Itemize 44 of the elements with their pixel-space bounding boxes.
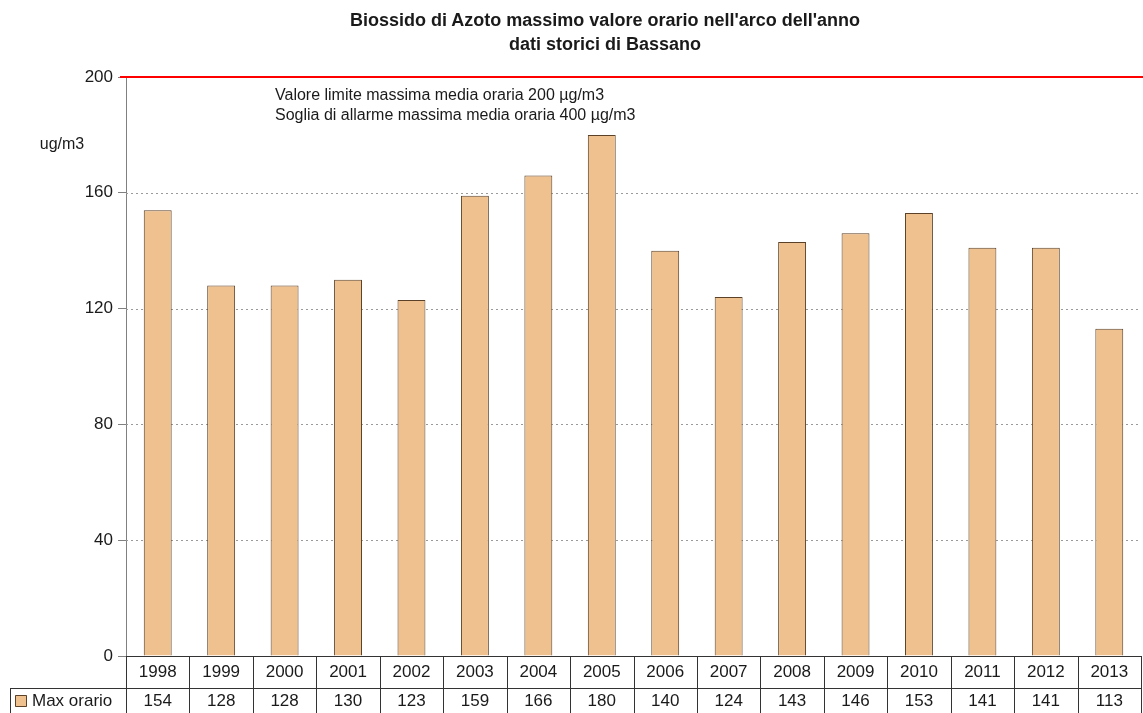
- y-tick-label: 80: [94, 414, 113, 434]
- y-tick-label: 120: [84, 298, 113, 318]
- y-tick-label: 40: [94, 529, 113, 549]
- x-tick-label: 2008: [773, 661, 812, 681]
- chart-title: Biossido di Azoto massimo valore orario nell'arco dell'anno: [349, 9, 861, 30]
- x-tick-label: 2009: [836, 661, 875, 681]
- x-tick-label: 2013: [1090, 661, 1129, 681]
- y-axis-title: ug/m3: [39, 135, 85, 153]
- data-label: 154: [143, 690, 172, 710]
- data-label: 166: [524, 690, 553, 710]
- x-tick-label: 2004: [519, 661, 558, 681]
- annotation: Soglia di allarme massima media oraria 400 µg/m3: [275, 106, 636, 124]
- x-tick-label: 1998: [138, 661, 177, 681]
- data-label: 146: [841, 690, 870, 710]
- data-label: 130: [333, 690, 363, 710]
- data-label: 124: [714, 690, 743, 710]
- data-label: 128: [270, 690, 299, 710]
- x-tick-label: 2002: [392, 661, 431, 681]
- x-tick-label: 2006: [646, 661, 685, 681]
- data-label: 141: [1031, 690, 1061, 710]
- data-label: 113: [1095, 690, 1123, 710]
- legend-label: Max orario: [32, 690, 113, 710]
- data-label: 123: [397, 690, 426, 710]
- y-tick-label: 0: [103, 645, 113, 665]
- x-tick-label: 2005: [582, 661, 621, 681]
- ref-line-label: Valore limite massima media oraria 200 µg/m3: [275, 86, 605, 104]
- y-tick-label: 160: [84, 182, 113, 202]
- x-tick-label: 2001: [329, 661, 367, 681]
- x-tick-label: 2010: [900, 661, 938, 681]
- y-tick-label: 200: [84, 66, 113, 86]
- chart-subtitle: dati storici di Bassano: [508, 33, 702, 54]
- data-label: 141: [968, 690, 997, 710]
- x-tick-label: 1999: [202, 661, 241, 681]
- data-label: 153: [904, 690, 934, 710]
- x-tick-label: 2007: [709, 661, 748, 681]
- x-tick-label: 2012: [1026, 661, 1065, 681]
- data-label: 140: [651, 690, 680, 710]
- x-tick-label: 2011: [964, 661, 1001, 681]
- x-tick-label: 2003: [455, 661, 494, 681]
- data-label: 159: [460, 690, 490, 710]
- data-label: 143: [777, 690, 807, 710]
- data-label: 128: [206, 690, 236, 710]
- x-tick-label: 2000: [265, 661, 304, 681]
- data-label: 180: [587, 690, 616, 710]
